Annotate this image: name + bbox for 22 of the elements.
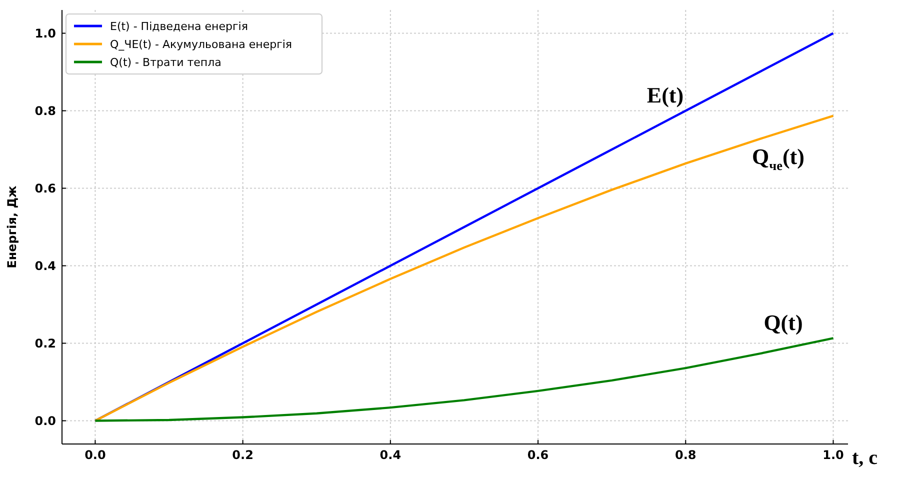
y-tick-label: 0.6 xyxy=(34,181,56,196)
y-tick-label: 0.8 xyxy=(34,104,56,118)
legend-label: Q(t) - Втрати тепла xyxy=(110,56,222,69)
x-tick-label: 1.0 xyxy=(822,448,844,462)
legend-label: Q_ЧЕ(t) - Акумульована енергія xyxy=(110,38,292,51)
annotation: Q(t) xyxy=(764,310,803,336)
annotation: E(t) xyxy=(646,82,684,108)
x-tick-label: 0.8 xyxy=(675,448,696,462)
y-axis-title: Енергія, Дж xyxy=(5,186,19,268)
y-tick-label: 0.4 xyxy=(34,258,56,273)
legend-label: E(t) - Підведена енергія xyxy=(110,20,248,33)
line-series xyxy=(94,114,834,422)
x-tick-label: 0.0 xyxy=(84,448,106,462)
y-tick-label: 1.0 xyxy=(34,26,56,40)
line-series xyxy=(94,337,834,422)
x-tick-label: 0.6 xyxy=(527,448,549,462)
x-tick-label: 0.2 xyxy=(232,448,254,462)
y-tick-label: 0.2 xyxy=(34,336,56,350)
x-axis-title: t, c xyxy=(852,447,878,469)
y-tick-label: 0.0 xyxy=(34,414,56,428)
annotation: Q$_{че}$(t) xyxy=(752,144,804,172)
x-tick-label: 0.4 xyxy=(380,448,402,462)
